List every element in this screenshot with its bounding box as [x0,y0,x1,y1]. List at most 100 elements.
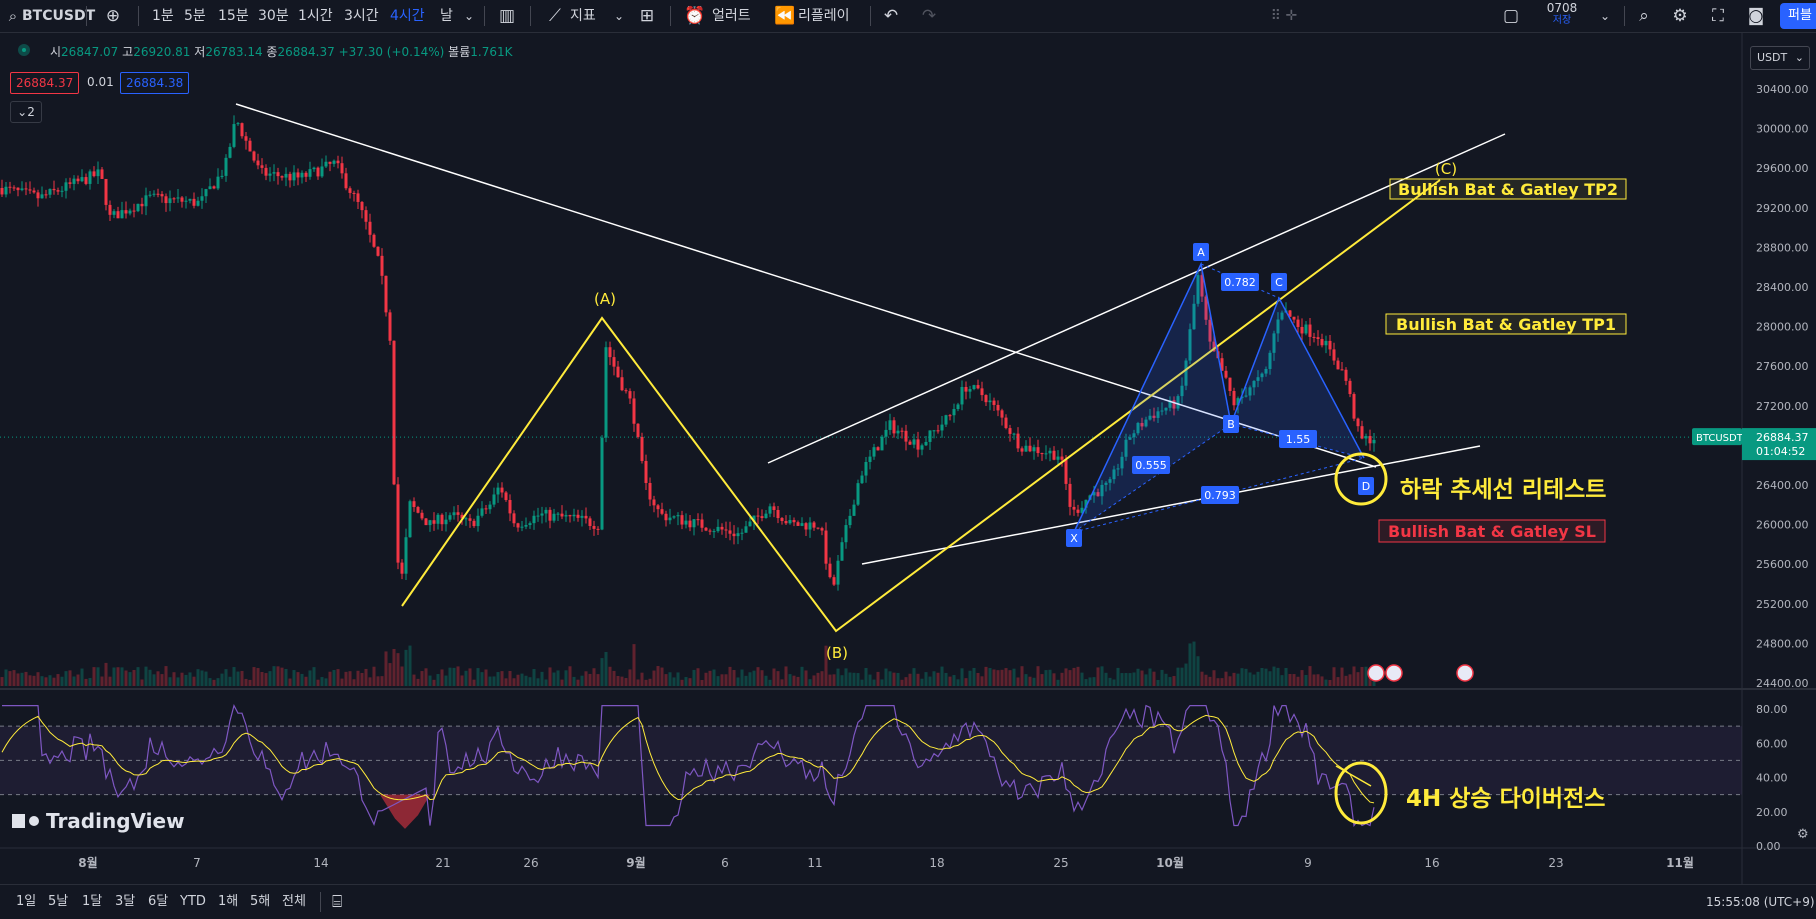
chevron-down-icon[interactable]: ⌄ [463,9,475,23]
range-ytd[interactable]: YTD [180,894,206,909]
candle-body [716,526,720,532]
chevron-down-icon[interactable]: ⌄ [613,9,625,23]
timeframe-day[interactable]: 날 [440,8,453,24]
volume-bar [788,674,792,686]
add-symbol-icon[interactable]: ⊕ [105,6,121,26]
alarm-clock-icon[interactable]: ⏰ [684,6,706,26]
candle-body [720,526,724,530]
candle-body [1244,395,1248,397]
candle-body [1336,360,1340,370]
timeframe-3h[interactable]: 3시간 [344,8,379,24]
replay-button[interactable]: 리플레이 [798,8,850,24]
tp2-label-box [1389,178,1627,200]
gear-icon[interactable]: ⚙ [1672,6,1688,26]
currency-selector[interactable]: USDT ⌄ [1750,46,1810,70]
volume-bar [528,677,532,686]
volume-bar [1016,677,1020,686]
indicators-button[interactable]: 지표 [570,8,596,24]
timeframe-15m[interactable]: 15분 [218,8,249,24]
candle-body [36,192,40,199]
volume-bar [948,676,952,686]
volume-bar [964,678,968,686]
timeframe-1h[interactable]: 1시간 [298,8,333,24]
clock-timezone[interactable]: 15:55:08 (UTC+9) [1706,895,1815,909]
range-1m[interactable]: 1달 [82,894,103,909]
candle-body [840,542,844,561]
harmonic-xab-fill [1074,264,1231,532]
candle-body [372,234,376,247]
layout-grid-icon[interactable]: ⊞ [639,6,655,26]
channel-lower-line [861,445,1481,565]
candle-type-icon[interactable]: ▥ [498,6,516,26]
redo-icon[interactable]: ↷ [921,6,937,26]
candle-body [800,523,804,526]
chevron-down-icon: ⌄ [17,105,28,119]
buy-price-button[interactable]: 26884.38 [120,72,190,94]
timeframe-30m[interactable]: 30분 [258,8,289,24]
candle-body [780,518,784,522]
candle-body [556,513,560,515]
range-5d[interactable]: 5날 [48,894,69,909]
low-label: 저 [194,45,206,59]
volume-bar [376,676,380,686]
us-event-flag-icon[interactable] [1456,664,1474,682]
volume-bar [520,673,524,686]
undo-icon[interactable]: ↶ [883,6,899,26]
candle-body [92,171,96,177]
abc-wave-line [401,179,1441,633]
candle-body [100,169,104,179]
us-event-flag-icon[interactable] [1367,664,1385,682]
volume-bar [472,679,476,686]
symbol-search-button[interactable]: BTCUSDT [22,8,96,24]
us-event-flag-icon[interactable] [1385,664,1403,682]
timeframe-4h[interactable]: 4시간 [390,8,425,24]
range-1d[interactable]: 1일 [16,894,37,909]
sell-price-button[interactable]: 26884.37 [10,72,80,94]
candle-body [528,523,532,526]
range-6m[interactable]: 6달 [148,894,169,909]
alert-button[interactable]: 얼러트 [712,8,751,24]
replay-icon[interactable]: ⏪ [774,6,796,26]
volume-bar [1304,674,1308,686]
timeframe-5m[interactable]: 5분 [184,8,206,24]
candle-body [1192,303,1196,330]
candle-body [280,176,284,178]
range-1y[interactable]: 1해 [218,894,239,909]
quick-search-icon[interactable]: ⌕ [1639,6,1649,26]
candle-body [424,518,428,526]
range-5y[interactable]: 5해 [250,894,271,909]
chart-area[interactable]: 30400.00 30000.00 29600.00 29200.00 28800.00… [0,33,1816,884]
timeframe-1m[interactable]: 1분 [152,8,174,24]
fullscreen-icon[interactable]: ⛶ [1712,6,1724,26]
indicators-collapse-button[interactable]: ⌄2 [10,101,42,123]
volume-bar [236,671,240,686]
candle-body [692,519,696,528]
volume-bar [32,675,36,686]
volume-bar [1080,672,1084,686]
date-range-icon[interactable]: ⌸ [332,892,343,912]
volume-bar [660,667,664,686]
rsi-oversold-fill [380,794,430,829]
volume-bar [176,677,180,686]
publish-button[interactable]: 퍼블 [1780,3,1816,29]
window-icon[interactable]: ▢ [1502,6,1520,26]
candle-body [1056,456,1060,460]
camera-icon[interactable]: ◙ [1747,6,1765,26]
chevron-down-icon[interactable]: ⌄ [1599,9,1611,23]
candle-body [224,157,228,176]
candle-body [284,173,288,178]
price-symbol-tag-text: BTCUSDT [1696,433,1744,444]
divider [320,892,321,912]
candle-body [1224,370,1228,378]
drawing-toolbar-handle-icon[interactable]: ⠿ ✛ [1270,8,1298,24]
indicators-icon[interactable]: ⟋ [549,6,561,26]
candle-body [1052,450,1056,460]
candle-body [4,186,8,195]
range-3m[interactable]: 3달 [115,894,136,909]
search-icon[interactable]: ⌕ [8,7,18,25]
rsi-pane[interactable] [0,691,1742,843]
volume-bar [1360,667,1364,686]
layout-save-block[interactable]: 0708 저장 [1530,2,1594,30]
volume-bar [748,672,752,686]
range-all[interactable]: 전체 [282,894,306,909]
